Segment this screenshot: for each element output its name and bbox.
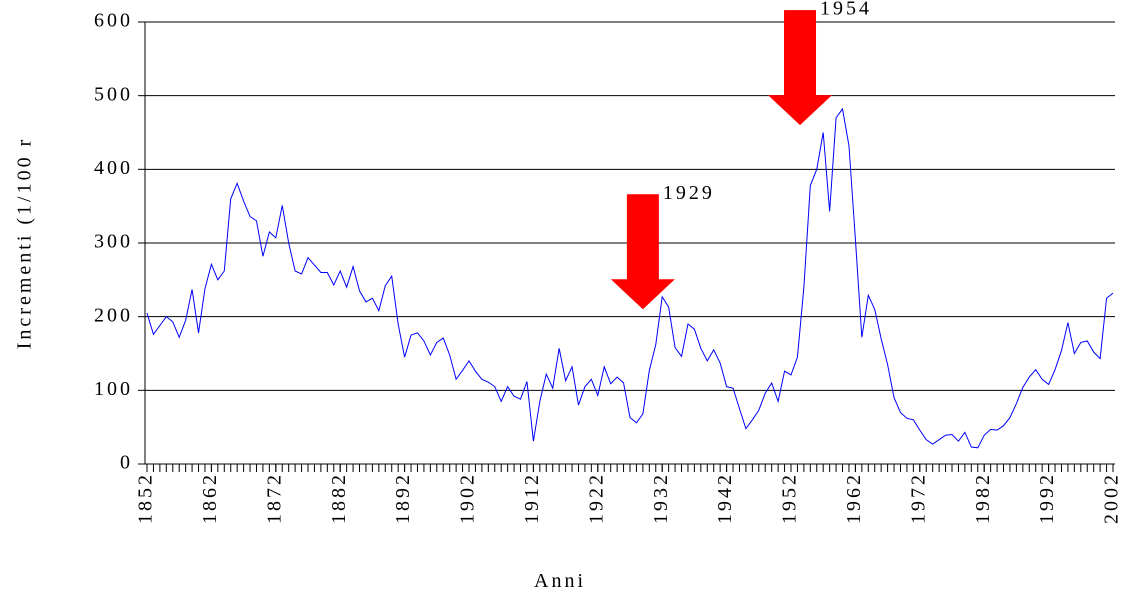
y-tick-label: 200 [94, 304, 133, 326]
x-axis-label: Anni [534, 570, 586, 592]
x-tick-label: 1942 [714, 472, 736, 524]
y-tick-label: 600 [94, 10, 133, 32]
annotation-arrow [768, 10, 833, 126]
y-tick-label: 300 [94, 231, 133, 253]
x-tick-label: 1962 [843, 472, 865, 524]
y-tick-label: 400 [94, 157, 133, 179]
x-tick-label: 1862 [199, 472, 221, 524]
x-tick-label: 1892 [392, 472, 414, 524]
y-tick-label: 100 [94, 378, 133, 400]
x-tick-label: 1912 [521, 472, 543, 524]
x-tick-label: 1852 [135, 472, 157, 524]
annotation-arrow [610, 194, 675, 310]
x-tick-label: 1882 [328, 472, 350, 524]
x-tick-label: 1952 [779, 472, 801, 524]
x-tick-label: 2002 [1101, 472, 1123, 524]
y-tick-label: 0 [120, 452, 133, 474]
x-tick-label: 1972 [907, 472, 929, 524]
annotation-text: 1929 [663, 182, 715, 204]
x-tick-label: 1992 [1036, 472, 1058, 524]
x-tick-label: 1932 [650, 472, 672, 524]
y-axis-label: Incrementi (1/100 r [14, 137, 36, 350]
x-tick-label: 1902 [457, 472, 479, 524]
data-line [146, 107, 1114, 449]
x-tick-label: 1872 [263, 472, 285, 524]
annotation-text: 1954 [820, 0, 872, 20]
x-tick-label: 1922 [585, 472, 607, 524]
y-tick-label: 500 [94, 83, 133, 105]
x-tick-label: 1982 [972, 472, 994, 524]
